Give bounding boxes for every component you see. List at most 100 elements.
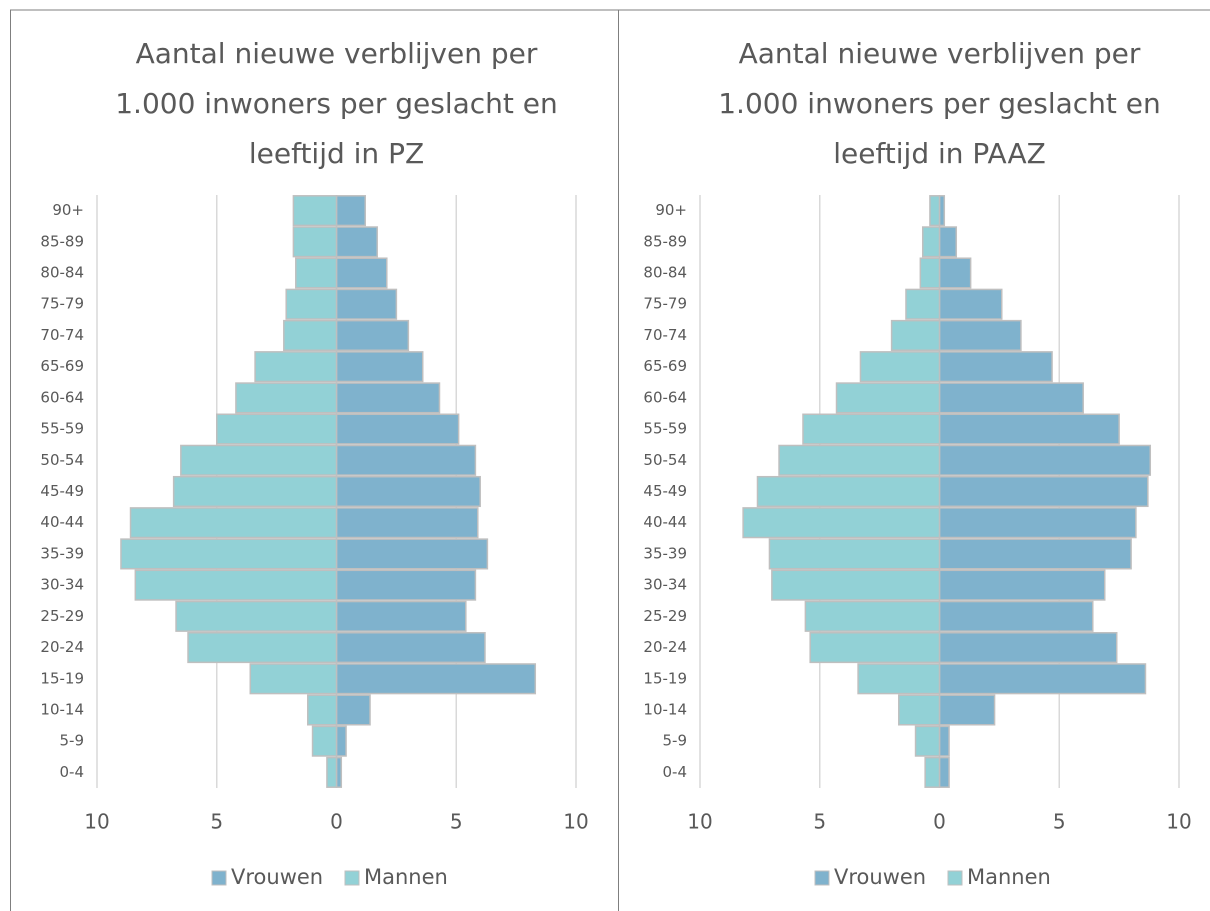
y-tick-label: 15-19 <box>40 669 84 687</box>
bar <box>938 226 958 258</box>
bar <box>938 319 1022 352</box>
y-tick-label: 10-14 <box>643 700 687 718</box>
x-tick-label: 10 <box>563 810 588 834</box>
y-tick-label: 45-49 <box>643 482 687 500</box>
bar <box>292 226 338 258</box>
bar <box>120 538 338 570</box>
bar <box>307 694 338 726</box>
y-tick-label: 75-79 <box>643 295 687 313</box>
chart-title: leeftijd in PZ <box>249 137 424 170</box>
bar <box>335 600 467 632</box>
bar <box>254 351 338 383</box>
bar <box>778 444 941 476</box>
bar <box>919 257 941 289</box>
bar <box>938 725 950 757</box>
legend-label: Mannen <box>364 865 448 889</box>
bar <box>804 600 941 632</box>
x-tick-label: 5 <box>450 810 463 834</box>
bar <box>335 351 424 383</box>
bar <box>335 226 378 258</box>
legend-swatch <box>211 870 227 886</box>
bar <box>857 663 941 695</box>
bar <box>335 507 479 539</box>
bar <box>335 257 388 289</box>
bar <box>938 288 1003 320</box>
bar <box>180 444 338 476</box>
x-tick-label: 0 <box>933 810 946 834</box>
y-tick-label: 15-19 <box>643 669 687 687</box>
bar <box>756 475 941 508</box>
bar <box>835 382 941 414</box>
bar <box>938 351 1053 383</box>
y-tick-label: 35-39 <box>40 544 84 562</box>
y-tick-label: 50-54 <box>643 451 687 469</box>
bar <box>235 382 338 414</box>
bar <box>938 475 1149 508</box>
y-tick-label: 60-64 <box>643 388 687 406</box>
y-tick-label: 20-24 <box>40 638 84 656</box>
x-tick-label: 10 <box>1166 810 1191 834</box>
bar <box>929 195 941 227</box>
x-tick-label: 5 <box>210 810 223 834</box>
bar <box>283 319 338 352</box>
y-tick-label: 0-4 <box>663 763 688 781</box>
y-tick-label: 85-89 <box>40 232 84 250</box>
bar <box>335 382 441 414</box>
x-tick-label: 10 <box>84 810 109 834</box>
bar <box>809 631 941 664</box>
bar <box>768 538 941 570</box>
bar <box>335 288 398 320</box>
chart-title: leeftijd in PAAZ <box>833 137 1046 170</box>
bar <box>938 538 1132 570</box>
bar <box>134 569 338 601</box>
bar <box>216 413 338 445</box>
bar <box>335 725 347 757</box>
y-tick-label: 85-89 <box>643 232 687 250</box>
y-tick-label: 5-9 <box>663 732 688 750</box>
bar <box>938 444 1152 476</box>
legend-label: Mannen <box>967 865 1051 889</box>
bar <box>921 226 941 258</box>
y-tick-label: 35-39 <box>643 544 687 562</box>
y-tick-label: 70-74 <box>40 326 84 344</box>
y-tick-label: 80-84 <box>40 264 84 282</box>
x-tick-label: 5 <box>1053 810 1066 834</box>
x-tick-label: 10 <box>687 810 712 834</box>
chart-title: 1.000 inwoners per geslacht en <box>115 87 558 120</box>
bar <box>335 569 477 601</box>
bar <box>187 631 338 664</box>
bar <box>175 600 338 632</box>
bar <box>859 351 941 383</box>
chart-title: Aantal nieuwe verblijven per <box>739 37 1141 70</box>
bar <box>311 725 338 757</box>
legend-swatch <box>947 870 963 886</box>
bar <box>938 756 950 788</box>
x-tick-label: 0 <box>330 810 343 834</box>
bar <box>742 507 941 539</box>
bar <box>938 507 1137 539</box>
bar <box>335 663 537 695</box>
bar <box>295 257 338 289</box>
bar <box>938 663 1147 695</box>
bar <box>335 694 371 726</box>
bar <box>802 413 941 445</box>
bar <box>335 195 366 227</box>
bar <box>129 507 338 539</box>
bar <box>898 694 941 726</box>
bar <box>938 600 1094 632</box>
bar <box>335 444 477 476</box>
y-tick-label: 40-44 <box>40 513 84 531</box>
bar <box>938 694 996 726</box>
y-tick-label: 65-69 <box>40 357 84 375</box>
y-tick-label: 25-29 <box>643 607 687 625</box>
bar <box>335 538 489 570</box>
y-tick-label: 30-34 <box>643 576 687 594</box>
y-tick-label: 20-24 <box>643 638 687 656</box>
bar <box>938 413 1120 445</box>
y-tick-label: 90+ <box>52 201 84 219</box>
chart-title: 1.000 inwoners per geslacht en <box>718 87 1161 120</box>
y-tick-label: 30-34 <box>40 576 84 594</box>
legend-swatch <box>814 870 830 886</box>
bar <box>172 475 338 508</box>
